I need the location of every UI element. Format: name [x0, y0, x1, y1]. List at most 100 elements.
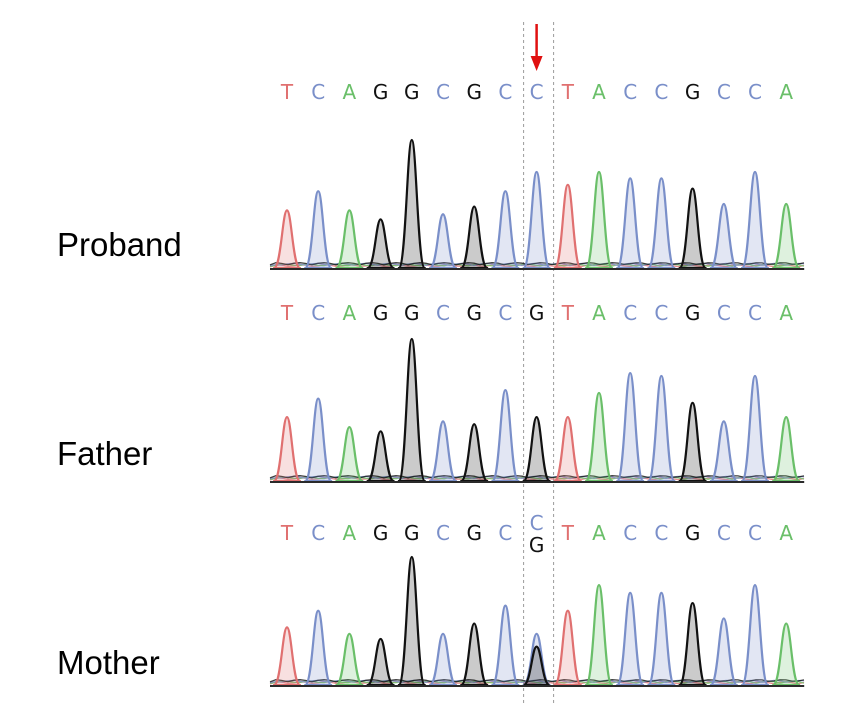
- base-call: A: [343, 301, 357, 325]
- base-call: A: [592, 521, 606, 545]
- peak-A: [584, 391, 614, 483]
- base-call: G: [529, 301, 545, 325]
- peak-G: [366, 637, 395, 687]
- peak-C: [304, 190, 333, 270]
- base-call: C: [311, 80, 325, 104]
- base-call: C: [717, 521, 731, 545]
- base-call: T: [280, 80, 294, 104]
- chromatogram-rows: T C A G G C G C C T A C C G C C AT C A G G C G C G T A C C G C C AT C A G G C…: [269, 80, 805, 687]
- base-call-lower: G: [529, 533, 545, 557]
- base-call: T: [280, 301, 294, 325]
- variant-guide-lines: [523, 22, 555, 705]
- base-call: C: [623, 301, 637, 325]
- secondary-peak-G: [522, 645, 551, 687]
- peak-G: [366, 430, 395, 483]
- peak-T: [272, 209, 302, 270]
- base-call: C: [311, 301, 325, 325]
- peak-G: [460, 622, 489, 687]
- peak-A: [335, 209, 364, 270]
- base-call: G: [466, 80, 482, 104]
- peak-G: [678, 601, 707, 687]
- base-call: T: [561, 521, 575, 545]
- base-call: A: [779, 301, 793, 325]
- peak-C: [522, 170, 551, 270]
- base-call: G: [685, 80, 701, 104]
- peak-C: [428, 213, 458, 270]
- peak-C: [740, 374, 770, 483]
- peak-C: [304, 609, 333, 687]
- base-call: G: [373, 80, 389, 104]
- peak-A: [772, 416, 801, 483]
- base-call: A: [779, 80, 793, 104]
- base-call: C: [654, 80, 668, 104]
- peak-T: [553, 416, 582, 483]
- base-call: C: [436, 521, 450, 545]
- peak-C: [428, 632, 458, 687]
- base-call-upper: C: [530, 511, 544, 535]
- base-call: A: [592, 301, 606, 325]
- base-call: G: [404, 301, 420, 325]
- peak-T: [553, 183, 582, 270]
- peak-C: [616, 177, 645, 270]
- base-call: G: [466, 521, 482, 545]
- peak-G: [366, 218, 395, 270]
- peak-C: [304, 397, 333, 483]
- peak-T: [272, 416, 302, 483]
- base-call: C: [748, 301, 762, 325]
- peak-C: [740, 170, 770, 270]
- base-call: C: [717, 80, 731, 104]
- base-call: G: [373, 301, 389, 325]
- peak-A: [584, 584, 614, 687]
- down-arrow-icon: [530, 24, 543, 71]
- base-call: T: [561, 301, 575, 325]
- row-label-proband: Proband: [57, 226, 182, 263]
- base-call: G: [404, 80, 420, 104]
- peak-C: [616, 371, 645, 483]
- base-call: C: [717, 301, 731, 325]
- peak-A: [584, 170, 614, 270]
- base-call: C: [498, 80, 512, 104]
- peak-G: [460, 205, 489, 270]
- base-call: A: [343, 80, 357, 104]
- peak-C: [491, 190, 520, 270]
- base-call: C: [654, 521, 668, 545]
- base-call: C: [311, 521, 325, 545]
- peak-C: [709, 202, 738, 270]
- base-call: C: [748, 521, 762, 545]
- base-call: C: [654, 301, 668, 325]
- base-call: C: [530, 80, 544, 104]
- base-call: C: [748, 80, 762, 104]
- base-call: G: [466, 301, 482, 325]
- peak-G: [397, 555, 426, 687]
- base-call: C: [623, 80, 637, 104]
- peak-C: [491, 389, 520, 483]
- base-call: C: [436, 301, 450, 325]
- base-call: A: [779, 521, 793, 545]
- peak-G: [397, 138, 426, 270]
- base-call: T: [280, 521, 294, 545]
- peak-C: [491, 604, 520, 687]
- peak-T: [553, 609, 582, 687]
- base-call: G: [373, 521, 389, 545]
- peak-C: [647, 177, 676, 270]
- peak-A: [772, 202, 801, 270]
- peak-G: [678, 187, 707, 270]
- arrow-head: [530, 56, 543, 71]
- row-label-mother: Mother: [57, 644, 160, 681]
- peak-A: [335, 425, 364, 483]
- peak-C: [740, 584, 770, 687]
- base-call: A: [343, 521, 357, 545]
- peak-A: [335, 632, 364, 687]
- base-call: T: [561, 80, 575, 104]
- base-call: C: [498, 521, 512, 545]
- base-call: C: [623, 521, 637, 545]
- peak-C: [647, 374, 676, 483]
- peak-G: [397, 337, 426, 483]
- base-call: G: [685, 521, 701, 545]
- peak-G: [522, 416, 551, 483]
- peak-T: [272, 626, 302, 687]
- row-label-father: Father: [57, 435, 153, 472]
- peak-C: [709, 420, 738, 483]
